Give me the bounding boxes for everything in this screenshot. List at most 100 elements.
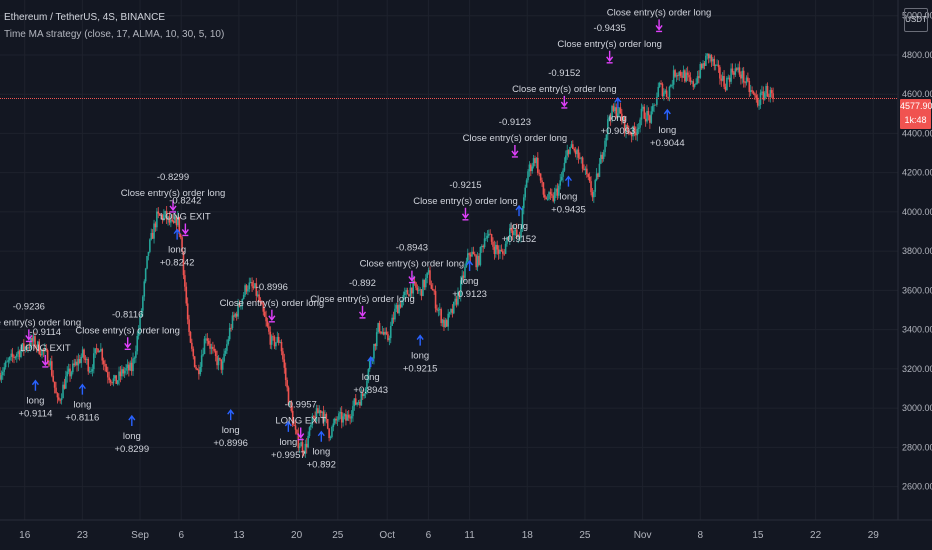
- candle-body: [478, 255, 480, 265]
- candle-body: [308, 427, 311, 436]
- y-tick-label: 2800.00: [902, 442, 932, 452]
- symbol-title[interactable]: Ethereum / TetherUS, 4S, BINANCE: [4, 12, 165, 23]
- candle-body: [32, 336, 35, 342]
- candle-body: [49, 361, 52, 366]
- candle-body: [504, 243, 507, 254]
- entry-arrow-icon: [466, 259, 474, 272]
- candle-body: [153, 223, 155, 239]
- candle-body: [444, 320, 447, 328]
- candle-body: [392, 317, 395, 320]
- candle-body: [34, 336, 36, 348]
- candle-body: [717, 64, 720, 68]
- candle-body: [298, 446, 301, 448]
- candle-body: [653, 104, 655, 106]
- candle-body: [514, 229, 517, 232]
- candle-body: [726, 77, 728, 91]
- candle-body: [81, 349, 84, 357]
- candle-body: [524, 187, 527, 198]
- candle-body: [178, 216, 181, 235]
- candle-body: [73, 363, 76, 366]
- entry-arrow-icon: [515, 204, 523, 217]
- candle-body: [387, 334, 389, 341]
- x-tick-label: 6: [178, 530, 184, 541]
- candle-body: [248, 282, 251, 290]
- candle-body: [349, 417, 351, 419]
- exit-arrow-icon: [461, 207, 470, 221]
- candle-body: [163, 214, 165, 220]
- candle-body: [258, 294, 260, 302]
- candle-body: [747, 77, 749, 82]
- candle-body: [80, 356, 83, 363]
- candle-body: [681, 75, 683, 78]
- candle-body: [214, 350, 217, 356]
- candle-body: [672, 70, 675, 85]
- currency-button[interactable]: USDT: [904, 8, 928, 32]
- candle-body: [191, 342, 193, 349]
- candle-body: [233, 315, 235, 317]
- candle-body: [499, 249, 501, 254]
- candle-body: [696, 76, 699, 83]
- candle-body: [394, 308, 396, 320]
- candle-body: [305, 443, 308, 448]
- candle-body: [198, 370, 200, 375]
- candle-body: [331, 426, 333, 438]
- candle-body: [539, 173, 542, 181]
- candle-body: [262, 304, 265, 312]
- y-tick-label: 3800.00: [902, 246, 932, 256]
- candle-body: [565, 155, 567, 163]
- candle-body: [227, 339, 230, 345]
- candle-body: [157, 211, 160, 214]
- candle-body: [23, 343, 25, 351]
- price-axis[interactable]: 2600.00 2800.00 3000.00 3200.00 3400.00 3600.…: [897, 0, 932, 550]
- candle-body: [541, 180, 543, 183]
- entry-arrow-icon: [78, 383, 86, 395]
- candle-body: [345, 414, 347, 421]
- trade-label: Close entry(s) order long: [220, 298, 325, 309]
- entry-arrow-icon: [128, 414, 136, 427]
- candle-body: [429, 270, 431, 285]
- candle-body: [448, 312, 451, 314]
- candle-body: [289, 401, 291, 406]
- candle-body: [93, 353, 95, 370]
- candle-body: [154, 223, 157, 228]
- candle-body: [510, 228, 513, 231]
- candle-body: [419, 289, 421, 291]
- candle-body: [385, 331, 388, 335]
- candle-body: [523, 197, 525, 209]
- candle-body: [464, 266, 466, 278]
- candle-body: [417, 290, 420, 291]
- candle-body: [751, 90, 753, 92]
- trade-label: -0.9957: [285, 400, 317, 411]
- candle-body: [615, 107, 618, 118]
- candle-body: [291, 410, 294, 426]
- candle-body: [534, 158, 536, 164]
- candle-body: [493, 246, 496, 255]
- candle-body: [317, 408, 319, 414]
- candle-body: [329, 437, 332, 439]
- candle-body: [122, 369, 125, 374]
- entry-arrow-icon: [663, 108, 671, 120]
- candle-body: [531, 166, 534, 172]
- candle-body: [182, 251, 185, 276]
- candle-body: [269, 331, 272, 345]
- candle-body: [454, 298, 456, 302]
- candle-body: [356, 402, 358, 405]
- x-tick-label: 18: [522, 530, 534, 541]
- trade-label: Close entry(s) order long: [310, 294, 415, 305]
- candle-body: [205, 338, 207, 340]
- candle-body: [48, 363, 50, 366]
- candle-body: [685, 72, 688, 82]
- time-axis[interactable]: 16 23 Sep 6 13 20 25 Oct 6 11 18 25 Nov 8 15 22 29: [0, 519, 932, 541]
- candle-body: [398, 304, 400, 314]
- candle-body: [170, 219, 172, 223]
- candle-body: [347, 414, 350, 418]
- candle-body: [462, 275, 465, 278]
- exit-arrow-icon: [268, 309, 276, 323]
- candle-body: [84, 358, 87, 360]
- trade-label: -0.8299: [157, 172, 189, 183]
- candle-body: [748, 81, 751, 92]
- candle-body: [16, 353, 18, 357]
- strategy-legend[interactable]: Time MA strategy (close, 17, ALMA, 10, 3…: [4, 29, 225, 40]
- y-tick-label: 2600.00: [902, 482, 932, 492]
